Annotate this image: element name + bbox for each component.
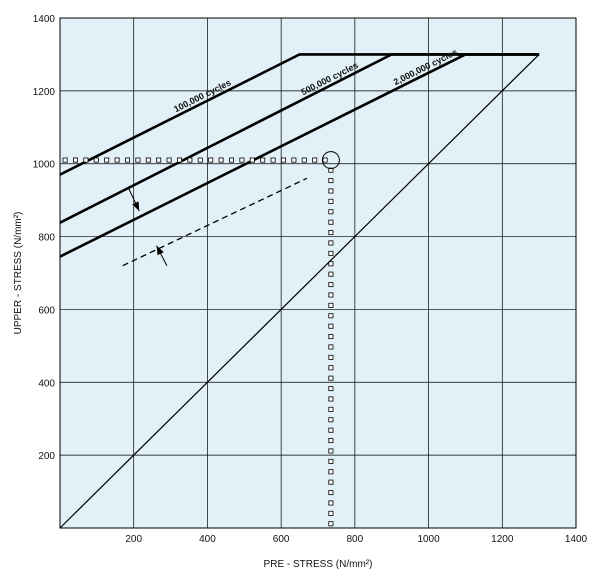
- grid: [60, 18, 576, 528]
- dashed-line: [122, 177, 308, 267]
- guide-marker: [187, 157, 193, 163]
- guide-marker: [328, 417, 334, 423]
- x-axis-label: PRE - STRESS (N/mm²): [264, 559, 373, 570]
- guide-marker: [328, 250, 334, 256]
- reading-circle: [321, 151, 340, 170]
- guide-marker: [328, 344, 334, 350]
- diagonal-line: [59, 53, 540, 529]
- guide-marker: [249, 157, 255, 163]
- x-tick-label: 1400: [565, 534, 588, 545]
- guide-marker: [328, 302, 334, 308]
- guide-marker: [328, 178, 334, 184]
- tick-labels: 200 400 600 800 1000 1200 1400 200 400 600 800 1000…: [33, 14, 588, 545]
- guide-marker: [328, 510, 334, 516]
- x-tick-label: 1000: [417, 534, 440, 545]
- guide-marker: [328, 448, 334, 454]
- guide-marker: [104, 157, 110, 163]
- guide-marker: [125, 157, 131, 163]
- y-tick-label: 800: [38, 233, 55, 244]
- guide-marker: [328, 386, 334, 392]
- arrows-group: [127, 187, 168, 266]
- guide-marker: [328, 240, 334, 246]
- guide-marker: [166, 157, 172, 163]
- guide-marker: [328, 282, 334, 288]
- y-tick-label: 1000: [33, 160, 56, 171]
- y-tick-label: 200: [38, 451, 55, 462]
- series-line-2-000-000-cycles: [59, 53, 540, 258]
- guide-marker: [328, 354, 334, 360]
- y-tick-label: 1400: [33, 14, 56, 25]
- guide-marker: [328, 406, 334, 412]
- x-tick-label: 600: [273, 534, 290, 545]
- guide-marker: [260, 157, 266, 163]
- guide-marker: [328, 334, 334, 340]
- guide-marker: [328, 209, 334, 215]
- guide-marker: [328, 490, 334, 496]
- y-axis-label: UPPER - STRESS (N/mm²): [13, 212, 24, 335]
- arrow-head: [156, 245, 164, 256]
- guide-marker: [312, 157, 318, 163]
- guide-marker: [228, 157, 234, 163]
- plot-frame: [59, 17, 577, 529]
- y-tick-label: 400: [38, 378, 55, 389]
- y-tick-label: 600: [38, 305, 55, 316]
- guide-marker: [280, 157, 286, 163]
- guide-marker: [328, 479, 334, 485]
- guide-marker: [62, 157, 68, 163]
- guide-marker: [135, 157, 141, 163]
- x-tick-label: 800: [347, 534, 364, 545]
- guide-marker: [197, 157, 203, 163]
- guide-marker: [328, 292, 334, 298]
- guide-marker: [328, 219, 334, 225]
- guide-marker: [328, 438, 334, 444]
- guide-marker: [328, 198, 334, 204]
- x-tick-label: 400: [199, 534, 216, 545]
- guide-marker: [83, 157, 89, 163]
- guide-marker: [156, 157, 162, 163]
- reading-group: [62, 151, 340, 527]
- guide-marker: [73, 157, 79, 163]
- guide-marker: [145, 157, 151, 163]
- guide-marker: [176, 157, 182, 163]
- guide-marker: [208, 157, 214, 163]
- guide-marker: [328, 469, 334, 475]
- guide-marker: [328, 500, 334, 506]
- guide-marker: [301, 157, 307, 163]
- guide-marker: [328, 427, 334, 433]
- guide-marker: [328, 261, 334, 267]
- guide-marker: [114, 157, 120, 163]
- guide-marker: [328, 271, 334, 277]
- guide-marker: [291, 157, 297, 163]
- guide-marker: [328, 313, 334, 319]
- guide-marker: [93, 157, 99, 163]
- guide-marker: [328, 188, 334, 194]
- guide-marker: [270, 157, 276, 163]
- guide-marker: [328, 396, 334, 402]
- guide-marker: [328, 458, 334, 464]
- y-tick-label: 1200: [33, 87, 56, 98]
- guide-marker: [239, 157, 245, 163]
- guide-marker: [328, 230, 334, 236]
- guide-marker: [328, 365, 334, 371]
- guide-marker: [218, 157, 224, 163]
- series-group: [59, 53, 540, 529]
- guide-marker: [328, 375, 334, 381]
- guide-marker: [328, 521, 334, 527]
- x-tick-label: 1200: [491, 534, 514, 545]
- arrow-head: [132, 201, 140, 212]
- guide-marker: [322, 157, 328, 163]
- guide-marker: [328, 323, 334, 329]
- x-tick-label: 200: [125, 534, 142, 545]
